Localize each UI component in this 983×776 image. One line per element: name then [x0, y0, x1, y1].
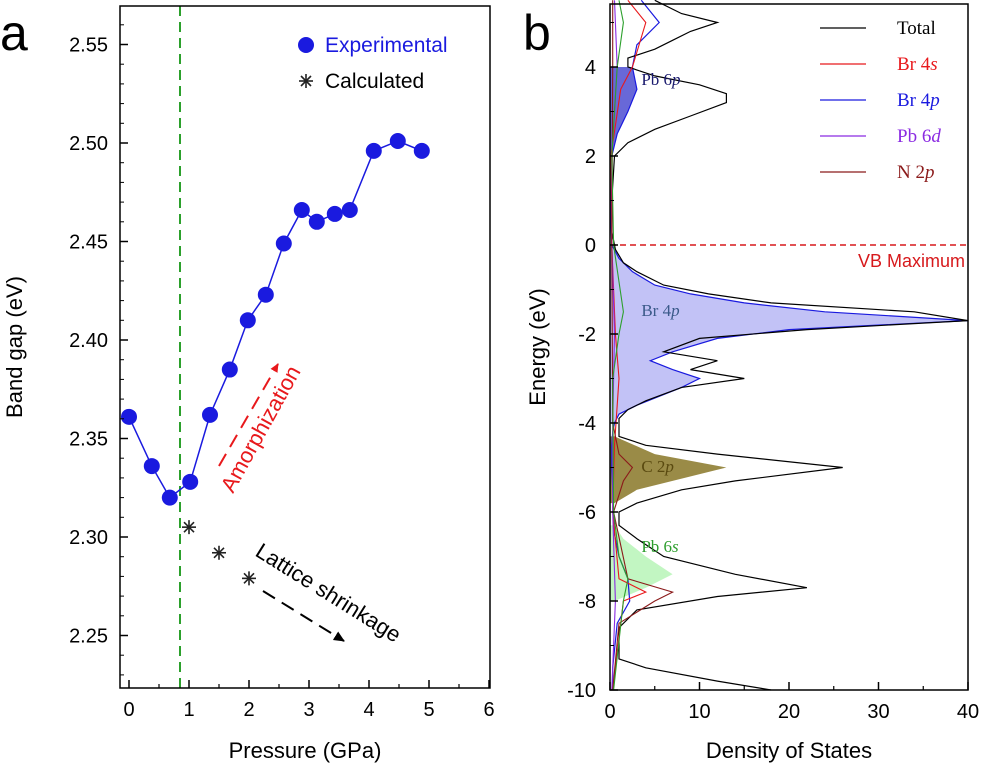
- experimental-point: [293, 201, 310, 218]
- experimental-point: [221, 361, 238, 378]
- panel-b-label: b: [523, 5, 551, 61]
- br-4p-shaded-band: [610, 245, 968, 423]
- panel-a-legend: Experimental Calculated: [298, 34, 448, 93]
- legend-entry-label: N 2p: [897, 162, 934, 183]
- x-tick-label: 10: [688, 701, 710, 723]
- experimental-point: [121, 408, 137, 425]
- panel-b-x-ticks: 0 10 20 30 40: [604, 682, 979, 723]
- y-tick-label: 2.25: [69, 626, 108, 648]
- panel-b-y-axis-label: Energy (eV): [525, 288, 550, 405]
- y-tick-label: -6: [578, 502, 596, 524]
- total-dos-curve: [611, 0, 969, 691]
- experimental-point: [308, 213, 325, 230]
- experimental-point: [326, 205, 343, 222]
- legend-label-calculated: Calculated: [325, 70, 424, 93]
- experimental-point: [341, 201, 358, 218]
- y-tick-label: 2.45: [69, 232, 108, 254]
- x-tick-label: 5: [423, 699, 434, 721]
- panel-a-x-ticks: 0 1 2 3 4 5 6: [123, 680, 495, 721]
- y-tick-label: 2.50: [69, 133, 108, 155]
- experimental-point: [202, 406, 218, 423]
- x-tick-label: 1: [183, 699, 194, 721]
- panel-a-frame: [119, 5, 491, 689]
- experimental-point: [239, 312, 256, 329]
- panel-b-y-ticks: 4 2 0 -2 -4 -6 -8 -10: [567, 22, 618, 702]
- panel-a: a 0 1 2 3 4 5 6 2.25 2.30 2.35 2.40 2.45 2.50 2.55 P…: [0, 5, 495, 763]
- legend-marker-experimental: [298, 37, 314, 53]
- panel-a-plot-area: [121, 6, 430, 688]
- x-tick-label: 40: [957, 701, 979, 723]
- legend-label-experimental: Experimental: [325, 34, 448, 57]
- region-label: Pb 6s: [641, 537, 679, 556]
- experimental-line: [128, 140, 423, 499]
- amorphization-annotation: Amorphization: [216, 361, 306, 496]
- y-tick-label: -10: [567, 680, 596, 702]
- calculated-point: [212, 545, 226, 560]
- y-tick-label: 4: [585, 57, 596, 79]
- x-tick-label: 30: [867, 701, 889, 723]
- x-tick-label: 0: [604, 701, 615, 723]
- panel-a-y-ticks: 2.25 2.30 2.35 2.40 2.45 2.50 2.55: [69, 24, 128, 676]
- x-tick-label: 4: [363, 699, 374, 721]
- br-4s-curve: [610, 0, 648, 691]
- experimental-point: [275, 235, 292, 252]
- experimental-point: [182, 473, 199, 490]
- x-tick-label: 3: [303, 699, 314, 721]
- x-tick-label: 6: [483, 699, 494, 721]
- y-tick-label: 0: [585, 235, 596, 257]
- calculated-point: [242, 571, 256, 586]
- y-tick-label: 2.55: [69, 35, 108, 57]
- x-tick-label: 20: [778, 701, 800, 723]
- panel-b-x-axis-label: Density of States: [706, 738, 872, 763]
- y-tick-label: 2.35: [69, 429, 108, 451]
- panel-a-y-axis-label: Band gap (eV): [2, 276, 27, 418]
- x-tick-label: 2: [243, 699, 254, 721]
- legend-entry-label: Pb 6d: [897, 126, 941, 147]
- amorphization-arrow: [218, 363, 279, 467]
- experimental-point: [143, 458, 160, 475]
- region-label: C 2p: [641, 457, 674, 476]
- c-2p-shaded-band: [610, 436, 727, 504]
- y-tick-label: -8: [578, 591, 596, 613]
- calculated-point: [182, 520, 196, 535]
- legend-entry-label: Br 4p: [897, 90, 940, 111]
- experimental-point: [389, 133, 406, 150]
- y-tick-label: 2.30: [69, 527, 108, 549]
- panel-b-region-labels: Pb 6p Br 4p C 2p Pb 6s: [641, 70, 680, 556]
- panel-a-label: a: [0, 5, 28, 61]
- panel-b: b 0 10 20 30 40 420-2-4-6-8-10 Density of St…: [523, 0, 979, 763]
- region-label: Pb 6p: [641, 70, 680, 89]
- y-tick-label: -4: [578, 413, 596, 435]
- legend-marker-calculated: [299, 74, 313, 88]
- panel-a-x-axis-label: Pressure (GPa): [229, 738, 382, 763]
- legend-entry-label: Total: [897, 18, 936, 39]
- x-tick-label: 0: [123, 699, 134, 721]
- experimental-point: [413, 142, 430, 159]
- panel-b-legend: Total Br 4s Br 4p Pb 6d N 2p: [820, 18, 941, 183]
- region-label: Br 4p: [641, 301, 679, 320]
- legend-entry-label: Br 4s: [897, 54, 938, 75]
- experimental-point: [257, 286, 274, 303]
- y-tick-label: -2: [578, 324, 596, 346]
- experimental-point: [161, 489, 178, 506]
- y-tick-label: 2.40: [69, 330, 108, 352]
- lattice-shrinkage-arrow: [262, 590, 345, 642]
- vb-maximum-label: VB Maximum: [858, 251, 965, 271]
- y-tick-label: 2: [585, 146, 596, 168]
- experimental-point: [365, 142, 382, 159]
